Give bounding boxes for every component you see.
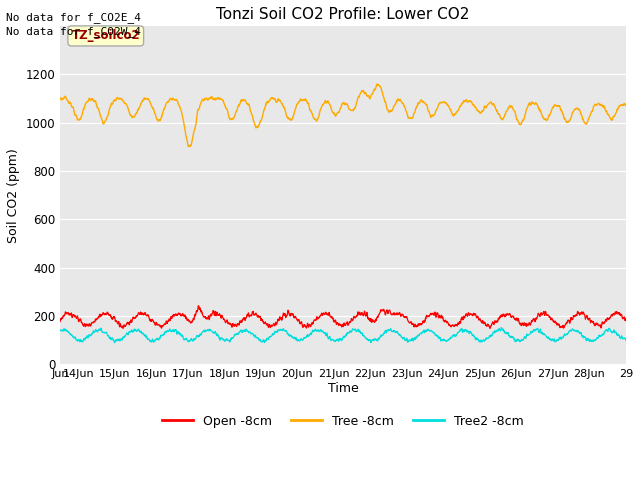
- Text: No data for f_CO2E_4: No data for f_CO2E_4: [6, 12, 141, 23]
- X-axis label: Time: Time: [328, 382, 358, 395]
- Text: No data for f_CO2W_4: No data for f_CO2W_4: [6, 26, 141, 37]
- Legend: Open -8cm, Tree -8cm, Tree2 -8cm: Open -8cm, Tree -8cm, Tree2 -8cm: [157, 409, 529, 432]
- Text: TZ_soilco2: TZ_soilco2: [72, 29, 140, 42]
- Y-axis label: Soil CO2 (ppm): Soil CO2 (ppm): [7, 148, 20, 242]
- Title: Tonzi Soil CO2 Profile: Lower CO2: Tonzi Soil CO2 Profile: Lower CO2: [216, 7, 470, 22]
